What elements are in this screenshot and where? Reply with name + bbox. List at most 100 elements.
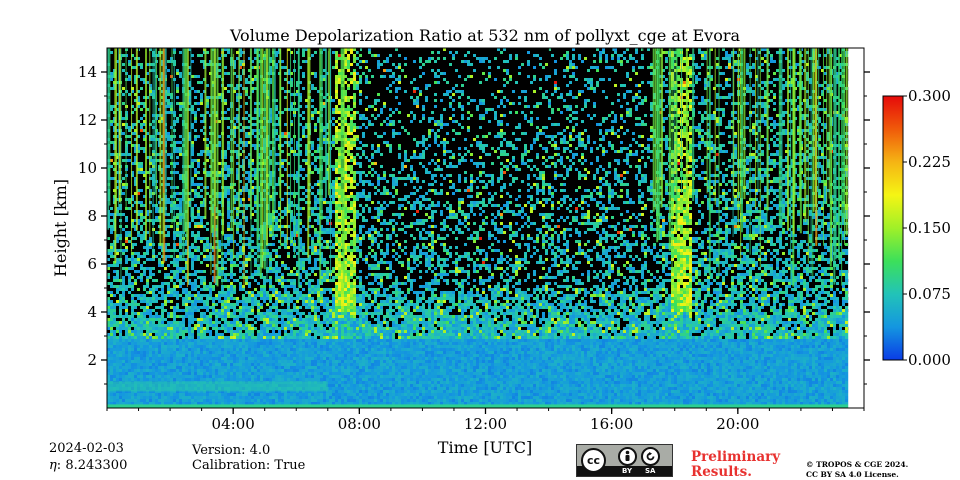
- depol-streak: [173, 48, 175, 267]
- depol-streak: [755, 48, 757, 210]
- depol-streak: [120, 48, 122, 288]
- depol-streak: [268, 48, 271, 228]
- depol-streak: [204, 48, 207, 220]
- depol-streak: [185, 48, 188, 241]
- y-axis: 2 4 6 8 10 12 14: [78, 63, 870, 385]
- cc-sa-text: SA: [645, 467, 656, 475]
- x-tick-label: 04:00: [212, 415, 255, 433]
- depol-streak: [692, 48, 695, 202]
- y-tick-label: 4: [87, 303, 97, 321]
- depol-streak: [261, 48, 264, 269]
- depol-streak: [757, 48, 759, 193]
- depol-streak: [187, 48, 189, 285]
- depol-streak: [675, 48, 678, 231]
- depol-streak: [766, 48, 769, 211]
- depol-streak: [834, 48, 837, 260]
- eta-value: 8.243300: [65, 458, 128, 473]
- depol-streak: [155, 48, 157, 206]
- depol-streak: [829, 48, 832, 267]
- depol-streak: [131, 48, 133, 252]
- eta-label: η: 8.243300: [49, 458, 128, 473]
- depol-streak: [737, 48, 739, 231]
- depol-streak: [766, 48, 768, 232]
- colorbar-tick-label: 0.300: [908, 87, 951, 105]
- depol-streak: [297, 48, 300, 288]
- depol-streak: [812, 48, 815, 212]
- y-axis-label: Height [km]: [51, 179, 70, 277]
- depol-streak: [681, 48, 683, 193]
- preliminary-line-2: Results.: [691, 464, 752, 480]
- y-tick-label: 10: [78, 159, 97, 177]
- depol-streak: [266, 48, 269, 246]
- depol-streak: [805, 48, 807, 222]
- depol-streak: [828, 48, 830, 199]
- plot-area: [107, 48, 864, 408]
- depol-streak: [826, 48, 828, 204]
- depol-streak: [320, 48, 323, 220]
- depol-streak: [668, 48, 671, 251]
- depol-streak: [787, 48, 790, 231]
- depol-streak: [307, 48, 310, 258]
- depol-streak: [222, 48, 225, 236]
- depol-streak: [210, 48, 213, 233]
- depol-streak: [341, 48, 343, 257]
- y-tick-label: 14: [78, 63, 97, 81]
- cc-license-badge: cc BY SA: [576, 444, 673, 477]
- eta-symbol: η: [49, 458, 57, 473]
- depol-streak: [171, 48, 173, 224]
- cc-by-text: BY: [622, 467, 633, 475]
- x-axis-label: Time [UTC]: [438, 438, 532, 457]
- x-tick-label: 08:00: [338, 415, 381, 433]
- depol-streak: [780, 48, 783, 228]
- depol-streak: [273, 48, 276, 212]
- depol-streak: [810, 48, 812, 276]
- y-tick-label: 8: [87, 207, 97, 225]
- depol-streak: [658, 48, 661, 241]
- depol-streak: [164, 48, 167, 216]
- colorbar-axis: 0.000 0.075 0.150 0.225 0.300: [903, 87, 951, 369]
- depol-streak: [792, 48, 795, 235]
- x-tick-label: 12:00: [464, 415, 507, 433]
- depol-streak: [290, 48, 292, 245]
- depol-streak: [714, 48, 716, 205]
- depol-streak: [740, 48, 742, 262]
- by-person-icon: [618, 447, 637, 466]
- depol-streak: [652, 48, 655, 212]
- depol-streak: [845, 48, 848, 236]
- depol-streak: [308, 48, 311, 218]
- depol-streak: [708, 48, 711, 276]
- cc-logo-icon: cc: [581, 448, 606, 473]
- depol-streak: [213, 48, 215, 251]
- depol-streak: [342, 48, 345, 283]
- copyright-notice: © TROPOS & CGE 2024. CC BY SA 4.0 Licens…: [806, 460, 908, 480]
- depol-streak: [706, 48, 708, 194]
- depol-streak: [340, 48, 343, 203]
- depol-streak: [263, 48, 266, 270]
- depol-streak: [319, 48, 322, 285]
- depol-streak: [162, 48, 165, 193]
- depol-streak: [324, 48, 327, 198]
- depol-streak: [256, 48, 258, 210]
- depol-streak: [818, 48, 820, 194]
- depol-streak: [145, 48, 148, 241]
- depol-streak: [738, 48, 740, 197]
- depol-streak: [159, 48, 162, 246]
- depol-streak: [842, 48, 845, 218]
- depol-streak: [238, 48, 240, 213]
- aerosol-layer-band: [107, 381, 328, 392]
- depol-streak: [330, 48, 332, 281]
- depol-streak: [250, 48, 252, 278]
- depol-streak: [243, 48, 245, 287]
- date-label: 2024-02-03: [49, 441, 124, 456]
- preliminary-line-1: Preliminary: [691, 449, 781, 465]
- depol-streak: [838, 48, 841, 260]
- depol-streak: [233, 48, 235, 260]
- depol-streak: [108, 48, 111, 206]
- depol-streak: [257, 48, 259, 263]
- sa-share-icon: [641, 447, 660, 466]
- depol-streak: [822, 48, 824, 246]
- depol-streak: [118, 48, 120, 208]
- depol-streak: [118, 48, 121, 203]
- depol-streak: [807, 48, 809, 264]
- depol-streak: [154, 48, 157, 195]
